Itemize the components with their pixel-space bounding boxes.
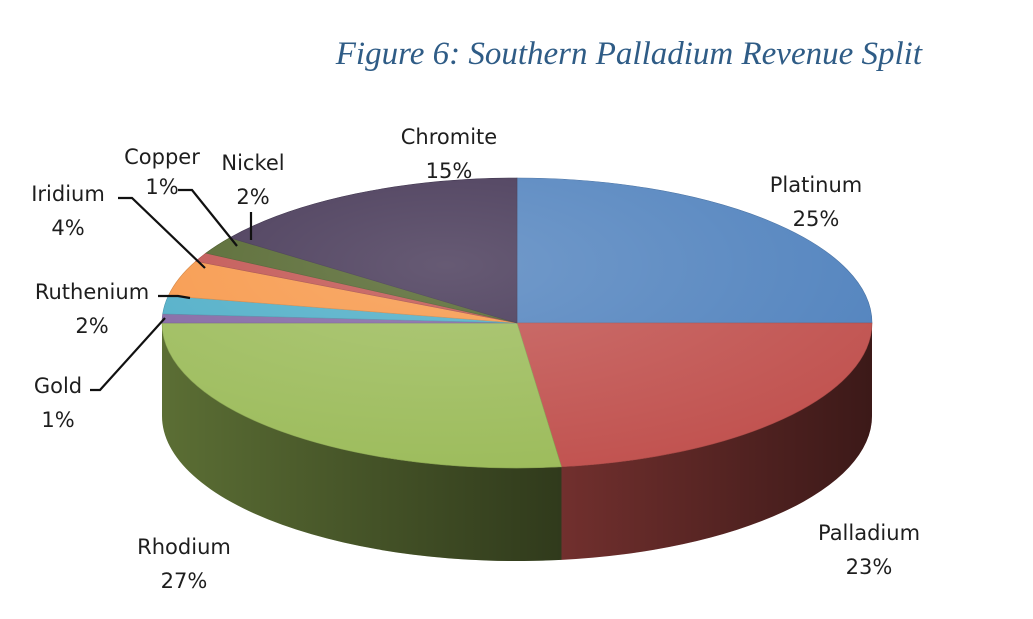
slice-name-gold: Gold — [34, 374, 82, 398]
leader-line-ruthenium — [158, 294, 191, 300]
slice-value-platinum: 25% — [793, 207, 840, 231]
pie-side-shade-palladium — [561, 323, 872, 560]
leader-line-iridium — [118, 196, 206, 269]
leader-line-gold — [90, 317, 166, 392]
slice-name-palladium: Palladium — [818, 521, 920, 545]
slice-value-chromite: 15% — [426, 159, 473, 183]
pie-side-shade-rhodium — [162, 323, 562, 561]
slice-value-gold: 1% — [41, 408, 74, 432]
slice-name-platinum: Platinum — [770, 173, 863, 197]
slice-value-copper: 1% — [145, 175, 178, 199]
slice-name-chromite: Chromite — [401, 125, 497, 149]
leader-line-copper — [178, 188, 238, 247]
slice-name-ruthenium: Ruthenium — [35, 280, 149, 304]
slice-value-ruthenium: 2% — [75, 314, 108, 338]
pie-top-shine — [162, 178, 872, 468]
slice-name-copper: Copper — [124, 145, 200, 169]
chart-title: Figure 6: Southern Palladium Revenue Spl… — [335, 36, 922, 72]
slice-name-nickel: Nickel — [221, 151, 284, 175]
slice-value-palladium: 23% — [846, 555, 893, 579]
slice-value-nickel: 2% — [236, 185, 269, 209]
slice-value-iridium: 4% — [51, 216, 84, 240]
slice-name-iridium: Iridium — [31, 182, 105, 206]
slice-name-rhodium: Rhodium — [137, 535, 231, 559]
slice-value-rhodium: 27% — [161, 569, 208, 593]
